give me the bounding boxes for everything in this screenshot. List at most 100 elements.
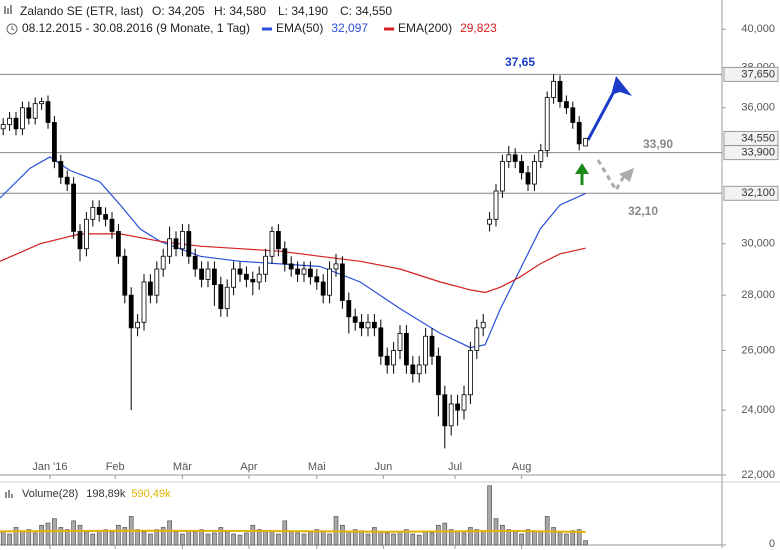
candle-body	[26, 107, 32, 119]
volume-bar	[199, 529, 204, 546]
volume-bar	[455, 531, 460, 546]
volume-bar	[160, 527, 166, 546]
candle-body	[269, 231, 275, 257]
candle-body	[365, 321, 371, 329]
candle-body	[160, 255, 166, 270]
volume-bar	[32, 532, 38, 546]
level-box	[723, 185, 779, 201]
volume-bar	[212, 532, 217, 546]
candle-body	[570, 107, 576, 123]
volume-label: Volume(28)	[22, 488, 78, 500]
candle-body	[77, 231, 83, 250]
volume-bar	[58, 527, 64, 546]
candle-body	[423, 335, 429, 366]
candle-body	[0, 124, 6, 130]
candle-body	[339, 263, 345, 301]
candle-body	[320, 281, 326, 296]
volume-bar	[384, 532, 390, 546]
volume-bar	[7, 533, 12, 546]
candle-body	[295, 268, 301, 275]
candle-body	[557, 80, 563, 103]
candle-body	[525, 172, 531, 185]
trend-arrows	[575, 76, 634, 193]
level-label: 33,900	[741, 147, 775, 159]
volume-bar	[583, 540, 588, 546]
candle-body	[45, 101, 51, 123]
volume-bar	[103, 529, 108, 546]
candle-body	[301, 268, 307, 275]
volume-bar	[525, 529, 531, 546]
candle-body	[519, 161, 524, 174]
candle-body	[544, 97, 550, 151]
candle-body	[275, 231, 281, 250]
x-tick-label: Jul	[448, 461, 462, 473]
volume-bar	[84, 531, 89, 546]
volume-bar	[295, 532, 300, 546]
candle-body	[58, 161, 64, 178]
level-label: 37,650	[741, 68, 775, 80]
candle-body	[583, 138, 588, 147]
volume-bar	[26, 529, 32, 546]
volume-bar	[205, 533, 211, 546]
candle-body	[141, 281, 147, 323]
candle-body	[116, 231, 121, 257]
candle-body	[403, 333, 409, 366]
candle-body	[52, 122, 57, 162]
volume-bar	[263, 531, 268, 546]
volume-bar	[71, 520, 76, 546]
volume-bar	[13, 527, 19, 546]
volume-bar	[346, 531, 352, 546]
candle-body	[211, 268, 217, 286]
volume-bar	[391, 533, 396, 546]
volume-tick-label: 0	[769, 538, 775, 550]
volume-bar	[365, 533, 371, 546]
instrument-title: Zalando SE (ETR, last)	[20, 4, 143, 18]
volume-bar	[288, 531, 294, 546]
candle-body	[263, 255, 269, 275]
candle-body	[39, 101, 44, 105]
legend-label: EMA(200)	[398, 21, 452, 35]
volume-bar	[429, 532, 435, 546]
candle-body	[199, 268, 205, 280]
candle-body	[499, 161, 505, 192]
volume-bar	[186, 530, 192, 546]
volume-bar	[500, 524, 505, 546]
candle-body	[122, 255, 128, 296]
volume-bar	[397, 531, 403, 546]
volume-bar	[122, 527, 128, 546]
volume-bar	[320, 530, 326, 546]
candle-body	[19, 107, 25, 130]
y-tick-label: 26,000	[741, 344, 775, 356]
volume-bar	[276, 533, 281, 546]
y-tick-label: 22,000	[741, 469, 775, 481]
volume-bar	[461, 532, 467, 546]
candle-body	[103, 214, 108, 220]
candle-body	[576, 122, 582, 145]
volume-bar	[96, 530, 102, 546]
date-range: 08.12.2015 - 30.08.2016 (9 Monate, 1 Tag…	[22, 21, 250, 35]
candle-body	[109, 218, 115, 232]
candle-body	[532, 161, 537, 185]
high-price: H: 34,580	[214, 4, 266, 18]
candle-body	[333, 263, 339, 270]
candle-body	[96, 206, 102, 215]
y-tick-label: 28,000	[741, 289, 775, 301]
candle-body	[147, 281, 153, 296]
candle-body	[359, 321, 365, 329]
candle-body	[448, 403, 454, 427]
volume-bar	[359, 530, 364, 546]
y-tick-label: 40,000	[741, 23, 775, 35]
volume-bar	[250, 524, 256, 546]
volume-bar	[468, 527, 473, 546]
candle-body	[538, 150, 544, 162]
volume-bar	[77, 524, 83, 546]
volume-bar	[532, 530, 537, 546]
candle-body	[467, 350, 473, 396]
volume-bar	[506, 529, 512, 546]
indicator-line	[0, 156, 586, 349]
candle-body	[493, 190, 499, 220]
chart-icon	[4, 5, 18, 35]
close-price: C: 34,550	[340, 4, 392, 18]
candle-body	[416, 364, 422, 375]
volume-bar	[180, 533, 185, 546]
